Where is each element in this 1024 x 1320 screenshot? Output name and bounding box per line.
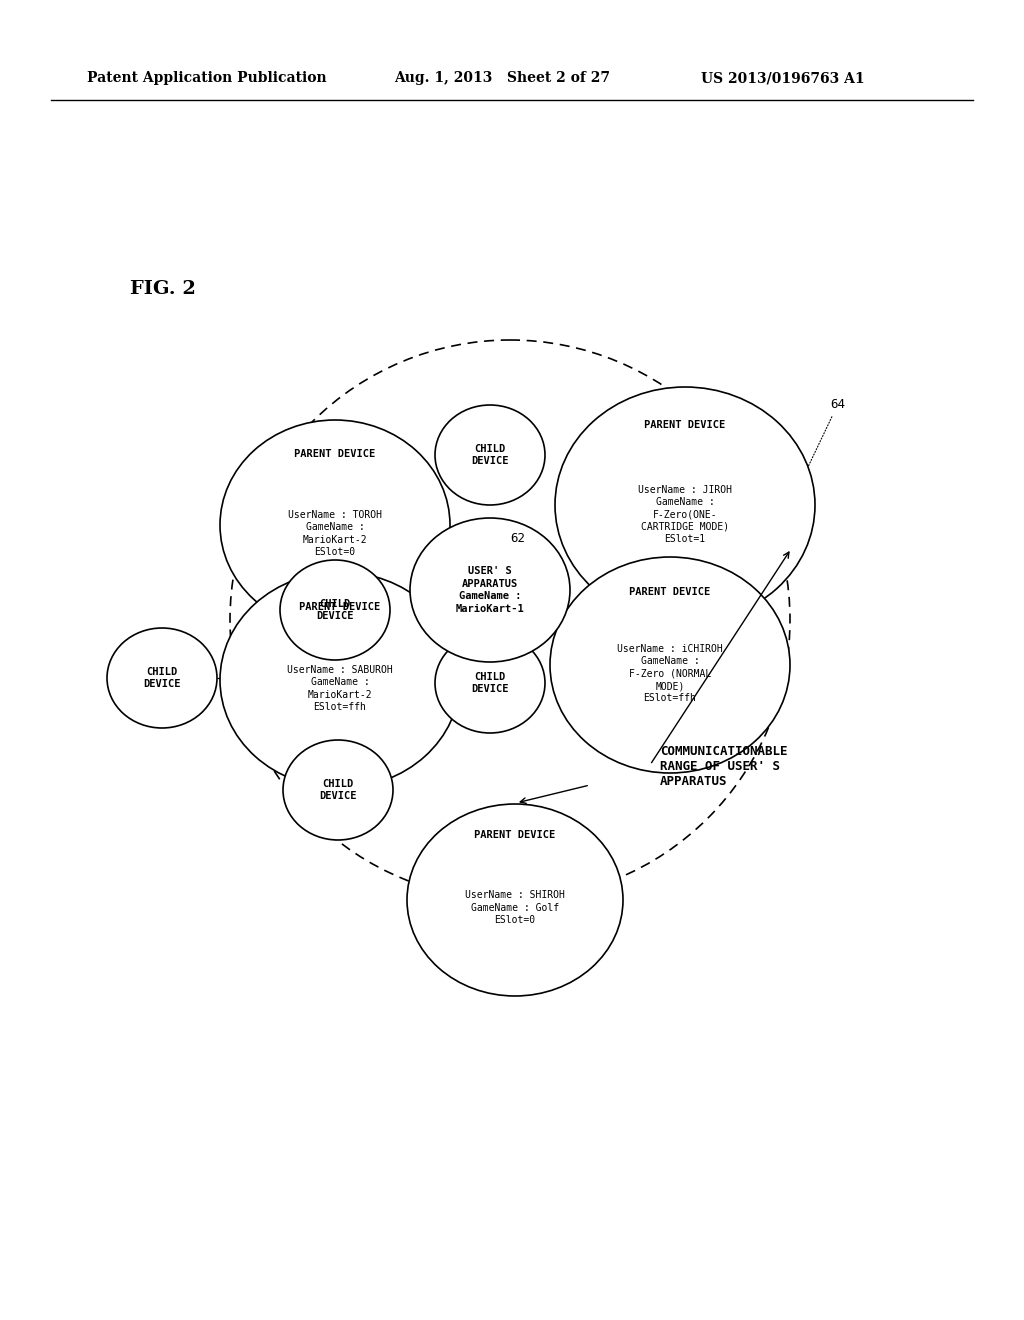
Text: CHILD
DEVICE: CHILD DEVICE — [319, 779, 356, 801]
Text: UserName : JIROH
GameName :
F-Zero(ONE-
CARTRIDGE MODE)
ESlot=1: UserName : JIROH GameName : F-Zero(ONE- … — [638, 484, 732, 544]
Text: UserName : SABUROH
GameName :
MarioKart-2
ESlot=ffh: UserName : SABUROH GameName : MarioKart-… — [287, 665, 393, 713]
Ellipse shape — [280, 560, 390, 660]
Text: UserName : iCHIROH
GameName :
F-Zero (NORMAL
MODE)
ESlot=ffh: UserName : iCHIROH GameName : F-Zero (NO… — [617, 644, 723, 704]
Text: US 2013/0196763 A1: US 2013/0196763 A1 — [701, 71, 865, 84]
Text: PARENT DEVICE: PARENT DEVICE — [644, 420, 726, 430]
Ellipse shape — [555, 387, 815, 623]
Ellipse shape — [220, 420, 450, 630]
Text: CHILD
DEVICE: CHILD DEVICE — [471, 672, 509, 694]
Ellipse shape — [435, 405, 545, 506]
Ellipse shape — [550, 557, 790, 774]
Ellipse shape — [407, 804, 623, 997]
Ellipse shape — [410, 517, 570, 663]
Ellipse shape — [435, 634, 545, 733]
Text: PARENT DEVICE: PARENT DEVICE — [294, 449, 376, 458]
Text: 64: 64 — [777, 399, 845, 531]
Text: CHILD
DEVICE: CHILD DEVICE — [471, 445, 509, 466]
Text: 62: 62 — [510, 532, 525, 544]
Text: PARENT DEVICE: PARENT DEVICE — [630, 586, 711, 597]
Text: Patent Application Publication: Patent Application Publication — [87, 71, 327, 84]
Text: CHILD
DEVICE: CHILD DEVICE — [316, 599, 353, 620]
Text: PARENT DEVICE: PARENT DEVICE — [474, 830, 556, 840]
Text: UserName : SHIROH
GameName : Golf
ESlot=0: UserName : SHIROH GameName : Golf ESlot=… — [465, 890, 565, 925]
Text: USER' S
APPARATUS
GameName :
MarioKart-1: USER' S APPARATUS GameName : MarioKart-1 — [456, 566, 524, 614]
Text: FIG. 2: FIG. 2 — [130, 280, 196, 298]
Text: COMMUNICATIONABLE
RANGE OF USER' S
APPARATUS: COMMUNICATIONABLE RANGE OF USER' S APPAR… — [660, 744, 787, 788]
Ellipse shape — [220, 572, 460, 788]
Text: CHILD
DEVICE: CHILD DEVICE — [143, 667, 181, 689]
Ellipse shape — [106, 628, 217, 729]
Text: PARENT DEVICE: PARENT DEVICE — [299, 602, 381, 611]
Text: UserName : TOROH
GameName :
MarioKart-2
ESlot=0: UserName : TOROH GameName : MarioKart-2 … — [288, 510, 382, 557]
Ellipse shape — [283, 741, 393, 840]
Text: Aug. 1, 2013   Sheet 2 of 27: Aug. 1, 2013 Sheet 2 of 27 — [394, 71, 610, 84]
